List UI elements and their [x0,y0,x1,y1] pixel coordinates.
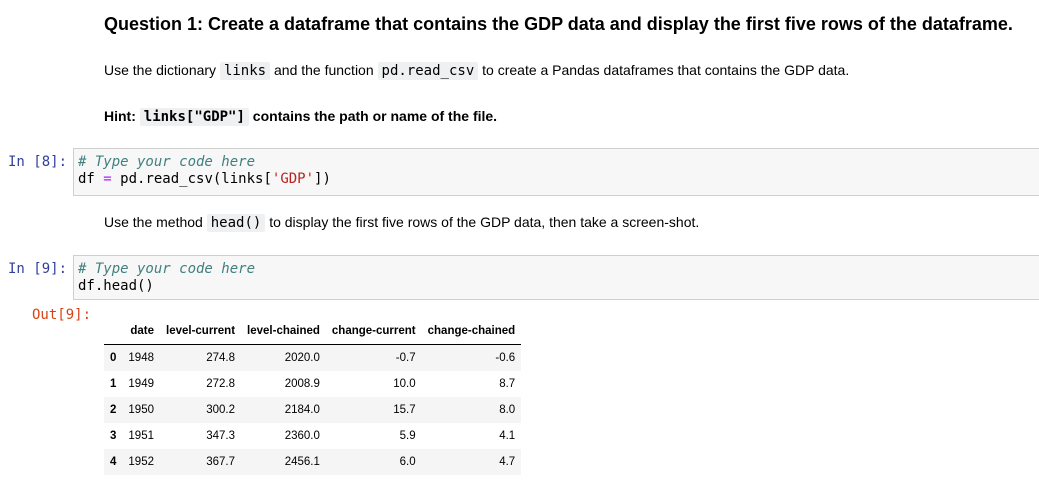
text: Use the dictionary [104,62,220,78]
cell-date: 1951 [128,430,154,442]
code-text: df [78,171,104,187]
inline-code-read-csv: pd.read_csv [377,62,479,80]
cell-change-current: 10.0 [393,378,416,390]
cell-level-chained: 2360.0 [284,430,320,442]
cell-change-chained: 4.1 [499,430,516,442]
cell-level-current: 272.8 [206,378,236,390]
cell-date: 1949 [128,378,154,390]
cell-change-chained: -0.6 [495,352,516,364]
code-cell-8[interactable]: # Type your code here df = pd.read_csv(l… [73,148,1039,196]
text: to display the first five rows of the GD… [265,214,700,230]
input-prompt-9: In [9]: [8,261,68,277]
row-index: 0 [110,352,117,364]
input-prompt-8: In [8]: [8,154,68,170]
question-title: Question 1: Create a dataframe that cont… [104,14,1013,34]
code-text: ]) [314,171,331,187]
row-index: 3 [110,430,117,442]
text: to create a Pandas dataframes that conta… [478,62,850,78]
code-operator: = [103,171,112,187]
cell-change-chained: 4.7 [499,456,516,468]
cell-change-current: 15.7 [393,404,416,416]
cell-date: 1952 [128,456,154,468]
cell-change-current: 5.9 [399,430,416,442]
code-cell-9[interactable]: # Type your code here df.head() [73,255,1039,300]
instruction-paragraph-2: Use the method head() to display the fir… [104,214,700,232]
cell-level-current: 274.8 [206,352,236,364]
hint-text: contains the path or name of the file. [248,108,498,124]
text: and the function [270,62,378,78]
row-index: 1 [110,378,117,390]
table-row: 3 1951 347.3 2360.0 5.9 4.1 [104,423,521,449]
table-row: 2 1950 300.2 2184.0 15.7 8.0 [104,397,522,423]
cell-change-current: 6.0 [399,456,416,468]
code-string: 'GDP' [271,171,315,187]
row-index: 2 [110,404,117,416]
cell-level-chained: 2456.1 [284,456,320,468]
cell-level-current: 300.2 [206,404,236,416]
inline-code-head: head() [206,214,266,232]
cell-change-chained: 8.0 [499,404,516,416]
cell-date: 1950 [128,404,154,416]
column-header-change-chained: change-chained [421,318,522,345]
instruction-paragraph: Use the dictionary links and the functio… [104,62,850,80]
table-row: 0 1948 274.8 2020.0 -0.7 -0.6 [104,344,522,371]
text: Use the method [104,214,207,230]
cell-change-current: -0.7 [395,352,416,364]
dataframe-table: date level-current level-chained change-… [104,318,522,475]
hint-label: Hint: [104,108,140,124]
table-row: 4 1952 367.7 2456.1 6.0 4.7 [104,449,522,475]
inline-code-links: links [219,62,271,80]
column-header-change-current: change-current [325,318,422,345]
index-header [104,318,123,345]
column-header-level-current: level-current [160,318,242,345]
output-prompt-9: Out[9]: [32,307,92,323]
cell-level-chained: 2008.9 [284,378,320,390]
inline-code-gdp: links["GDP"] [139,108,249,126]
hint-paragraph: Hint: links["GDP"] contains the path or … [104,108,498,126]
cell-level-chained: 2020.0 [284,352,320,364]
code-comment: # Type your code here [78,154,256,170]
code-text: df.head() [78,278,154,294]
column-header-level-chained: level-chained [241,318,326,345]
cell-level-current: 367.7 [206,456,236,468]
table-header-row: date level-current level-chained change-… [104,318,522,345]
code-text: pd.read_csv(links[ [111,171,272,187]
cell-change-chained: 8.7 [499,378,516,390]
row-index: 4 [110,456,117,468]
cell-level-current: 347.3 [206,430,236,442]
cell-date: 1948 [128,352,154,364]
column-header-date: date [122,318,160,345]
cell-level-chained: 2184.0 [284,404,320,416]
table-row: 1 1949 272.8 2008.9 10.0 8.7 [104,371,521,397]
code-comment: # Type your code here [78,261,256,277]
